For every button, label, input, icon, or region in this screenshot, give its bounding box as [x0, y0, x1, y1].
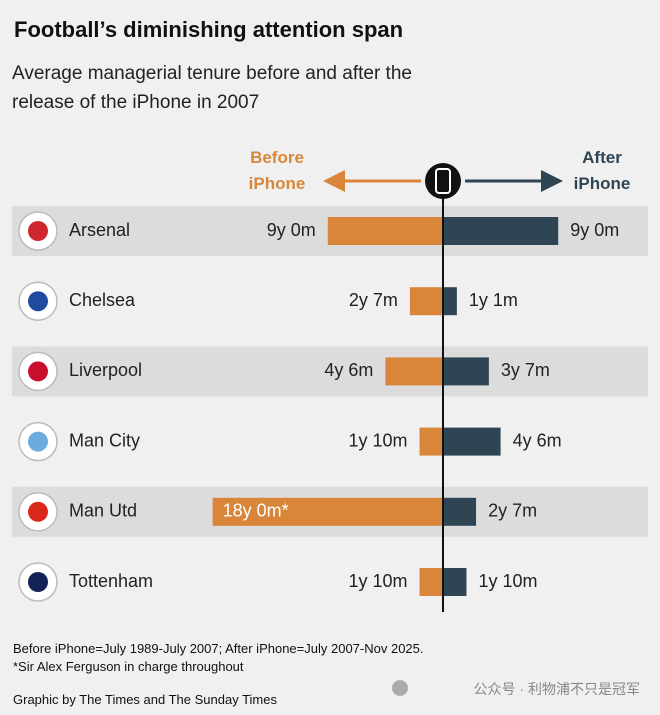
note: *Sir Alex Ferguson in charge throughout [13, 659, 244, 674]
bar [419, 427, 443, 456]
bar [409, 287, 443, 316]
crest-inner [28, 572, 48, 592]
value-label: 4y 6m [324, 360, 373, 380]
crest-inner [28, 221, 48, 241]
crest-inner [28, 291, 48, 312]
chart-subtitle: Average managerial tenure before and aft… [12, 63, 412, 113]
crest-inner [28, 431, 48, 452]
value-label: 4y 6m [513, 430, 562, 450]
bar [443, 568, 467, 596]
phone-body [435, 168, 451, 194]
category-label: Man City [69, 430, 140, 450]
bar [443, 357, 489, 386]
value-label: 1y 10m [349, 430, 408, 450]
bar [385, 357, 443, 386]
value-label: 2y 7m [349, 290, 398, 310]
phone-icon [425, 163, 461, 199]
chart-title: Football’s diminishing attention span [14, 17, 404, 42]
bar [443, 497, 477, 526]
value-label: 18y 0m* [223, 501, 289, 521]
value-label: 1y 1m [469, 290, 518, 310]
legend-before: Before iPhone [248, 148, 306, 193]
value-label: 2y 7m [488, 501, 537, 521]
value-label: 1y 10m [349, 571, 408, 591]
category-label: Arsenal [69, 220, 130, 240]
bar [212, 497, 443, 526]
arrow-head [541, 170, 563, 192]
watermark: 公众号 · 利物浦不只是冠军 [473, 681, 640, 697]
bar [327, 217, 443, 245]
category-label: Liverpool [69, 360, 142, 380]
value-label: 9y 0m [570, 220, 619, 240]
value-label: 3y 7m [501, 360, 550, 380]
bar [443, 287, 457, 316]
arrow-head [323, 170, 345, 192]
value-label: 1y 10m [478, 571, 537, 591]
credit: Graphic by The Times and The Sunday Time… [13, 692, 277, 707]
category-label: Chelsea [69, 290, 136, 310]
bar [443, 217, 559, 245]
legend-after: After iPhone [573, 148, 631, 193]
category-label: Tottenham [69, 571, 153, 591]
bar [443, 427, 501, 456]
row-band [12, 346, 648, 397]
crest-inner [28, 361, 48, 382]
value-label: 9y 0m [267, 220, 316, 240]
category-label: Man Utd [69, 501, 137, 521]
note: Before iPhone=July 1989-July 2007; After… [13, 641, 424, 656]
bar [419, 568, 443, 596]
watermark-icon [392, 680, 408, 696]
crest-inner [28, 501, 48, 522]
